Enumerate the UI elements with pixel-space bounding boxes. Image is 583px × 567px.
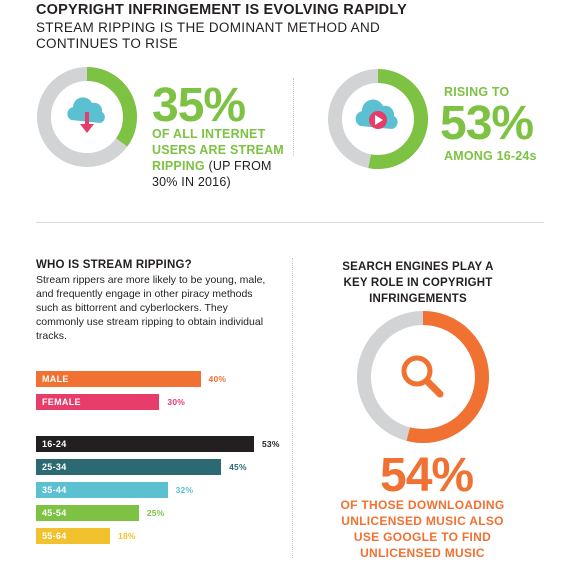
stat-divider xyxy=(293,78,294,156)
bar-value-label: 18% xyxy=(118,531,136,541)
stat-left-ring xyxy=(37,67,137,167)
section-divider xyxy=(36,222,544,223)
stat-right-ring xyxy=(328,69,428,169)
cloud-download-icon xyxy=(67,97,105,133)
bar-35-44: 35-44 xyxy=(36,482,168,498)
bar-male: MALE xyxy=(36,371,201,387)
search-caption: OF THOSE DOWNLOADING UNLICENSED MUSIC AL… xyxy=(340,498,505,560)
magnifier-icon xyxy=(401,355,444,398)
stat-right-post: AMONG 16-24s xyxy=(444,149,537,163)
search-ring xyxy=(357,311,489,443)
stat-left-caption: OF ALL INTERNET USERS ARE STREAM RIPPING… xyxy=(152,126,287,190)
column-divider xyxy=(292,258,293,558)
stat-left-caption-plain: (UP FROM 30% IN 2016) xyxy=(152,159,272,189)
bar-55-64: 55-64 xyxy=(36,528,111,544)
page-title: COPYRIGHT INFRINGEMENT IS EVOLVING RAPID… xyxy=(36,2,407,18)
bar-female: FEMALE xyxy=(36,394,160,410)
bar-value-label: 30% xyxy=(167,397,186,407)
stat-right-pre: RISING TO xyxy=(444,85,510,99)
who-body: Stream rippers are more likely to be you… xyxy=(36,274,266,342)
stat-left-value: 35% xyxy=(152,79,246,132)
page-subtitle: STREAM RIPPING IS THE DOMINANT METHOD AN… xyxy=(36,20,381,51)
bar-value-label: 25% xyxy=(146,508,165,518)
stat-left-caption-bold: OF ALL INTERNET USERS ARE STREAM RIPPING xyxy=(152,127,284,173)
search-title: SEARCH ENGINES PLAY A KEY ROLE IN COPYRI… xyxy=(342,261,494,305)
bar-45-54: 45-54 xyxy=(36,505,139,521)
bar-value-label: 32% xyxy=(175,485,194,495)
bar-value-label: 53% xyxy=(262,439,280,449)
bar-value-label: 40% xyxy=(208,374,227,384)
who-title: WHO IS STREAM RIPPING? xyxy=(36,259,192,271)
bar-value-label: 45% xyxy=(229,462,247,472)
stat-right-value: 53% xyxy=(440,97,534,150)
search-value: 54% xyxy=(380,449,474,502)
bar-25-34: 25-34 xyxy=(36,459,222,475)
bar-16-24: 16-24 xyxy=(36,436,254,452)
cloud-play-icon xyxy=(355,99,398,129)
